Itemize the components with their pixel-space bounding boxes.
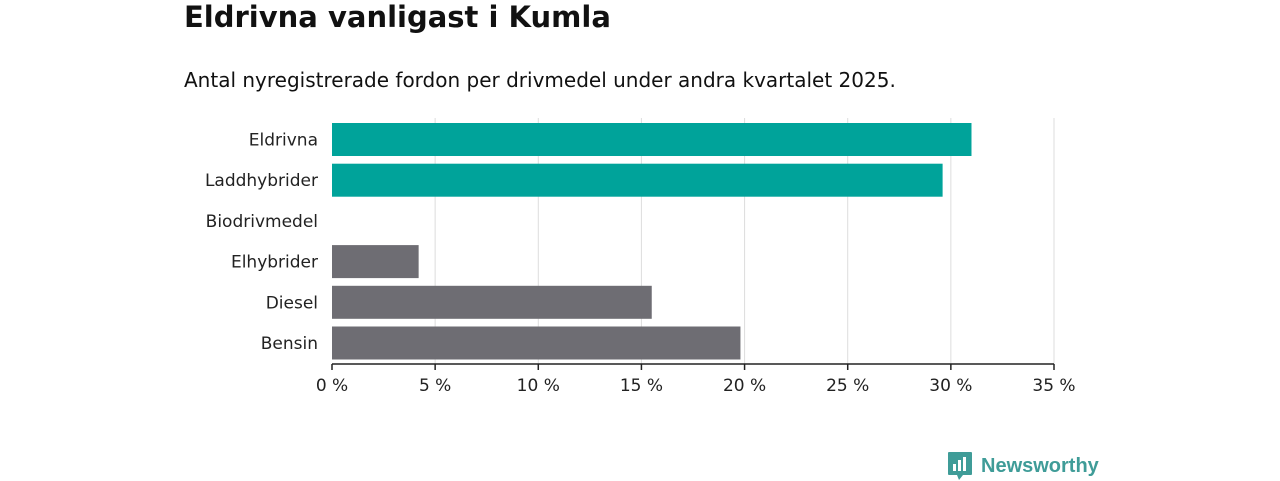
x-tick-label: 10 %: [517, 376, 560, 396]
bar: [332, 245, 419, 279]
category-label: Eldrivna: [249, 131, 318, 151]
chart-subtitle: Antal nyregistrerade fordon per drivmede…: [184, 68, 896, 92]
x-tick-label: 15 %: [620, 376, 663, 396]
x-tick-label: 0 %: [316, 376, 348, 396]
x-tick-label: 20 %: [723, 376, 766, 396]
brand-name: Newsworthy: [981, 454, 1099, 477]
category-label: Bensin: [261, 334, 318, 354]
x-tick-label: 35 %: [1032, 376, 1075, 396]
bar: [332, 326, 741, 360]
brand-logo: Newsworthy: [947, 451, 1099, 481]
category-label: Biodrivmedel: [206, 212, 318, 232]
bar: [332, 163, 943, 197]
category-label: Diesel: [266, 293, 318, 313]
x-tick-label: 5 %: [419, 376, 451, 396]
x-tick-label: 25 %: [826, 376, 869, 396]
x-tick-label: 30 %: [929, 376, 972, 396]
bar: [332, 285, 652, 319]
category-label: Laddhybrider: [205, 171, 318, 191]
bar: [332, 123, 972, 156]
newsworthy-logo-icon: [948, 452, 972, 480]
category-label: Elhybrider: [231, 253, 318, 273]
chart-title: Eldrivna vanligast i Kumla: [184, 0, 611, 34]
